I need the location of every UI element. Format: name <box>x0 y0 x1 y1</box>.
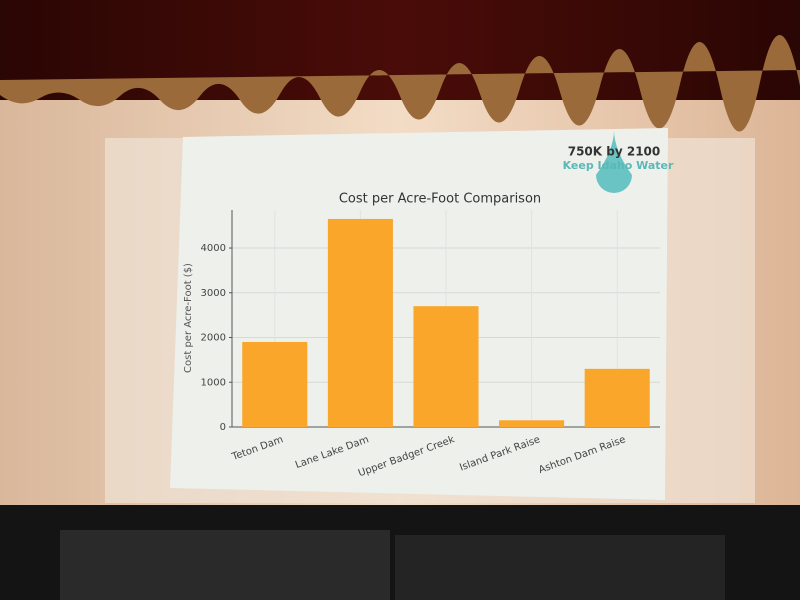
chart-title: Cost per Acre-Foot Comparison <box>339 192 541 207</box>
bar <box>413 306 479 427</box>
bar <box>327 218 393 427</box>
y-tick-label: 4000 <box>201 243 226 254</box>
y-tick-label: 0 <box>220 422 226 433</box>
y-tick-label: 2000 <box>201 333 226 344</box>
logo-text: 750K by 2100 <box>568 145 661 159</box>
logo-text: Keep Idaho Water <box>563 159 674 172</box>
bar <box>584 368 650 427</box>
y-tick-label: 1000 <box>201 377 226 388</box>
bar <box>499 420 565 427</box>
table-cloth <box>60 530 390 600</box>
table-cloth <box>395 535 725 600</box>
y-tick-label: 3000 <box>201 288 226 299</box>
y-axis-label: Cost per Acre-Foot ($) <box>183 263 194 373</box>
curtain-fringe <box>0 34 800 132</box>
logo-drop <box>596 130 632 193</box>
bar <box>242 341 308 427</box>
